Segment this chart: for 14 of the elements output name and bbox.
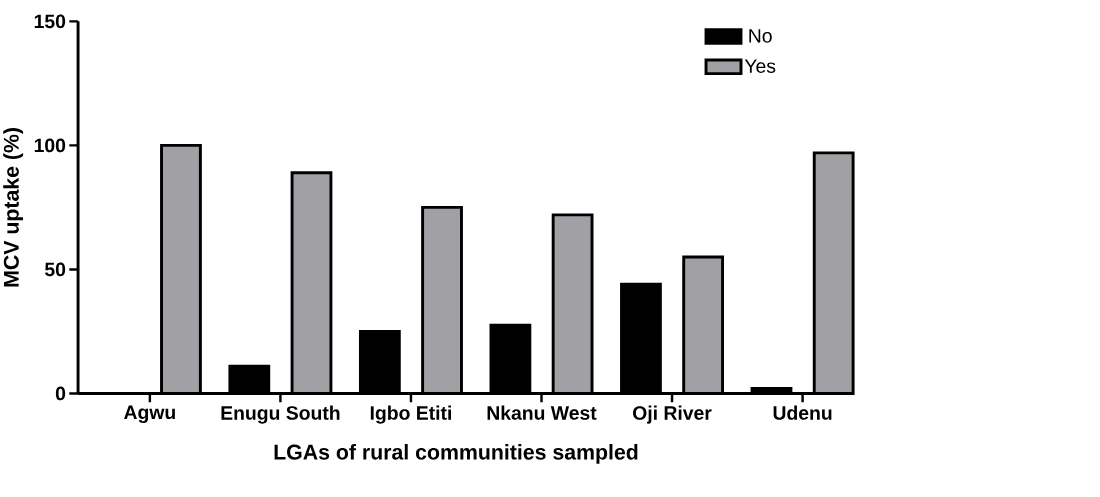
y-axis-title: MCV uptake (%) (3, 127, 24, 287)
x-tick-label: Udenu (773, 405, 832, 420)
x-tick-label: Oji River (633, 405, 712, 424)
y-tick-label: 150 (34, 14, 66, 28)
y-tick-label: 0 (55, 386, 66, 401)
y-tick-label: 50 (44, 262, 66, 277)
x-axis-title: LGAs of rural communities sampled (274, 443, 638, 464)
x-tick-label: Agwu (124, 405, 175, 423)
legend-label: No (749, 28, 772, 43)
x-tick-label: Enugu South (221, 405, 340, 424)
legend-label: Yes (744, 59, 776, 73)
x-tick-label: Nkanu West (487, 405, 597, 420)
x-tick-label: Igbo Etiti (370, 405, 451, 424)
y-tick-label: 100 (34, 138, 66, 153)
